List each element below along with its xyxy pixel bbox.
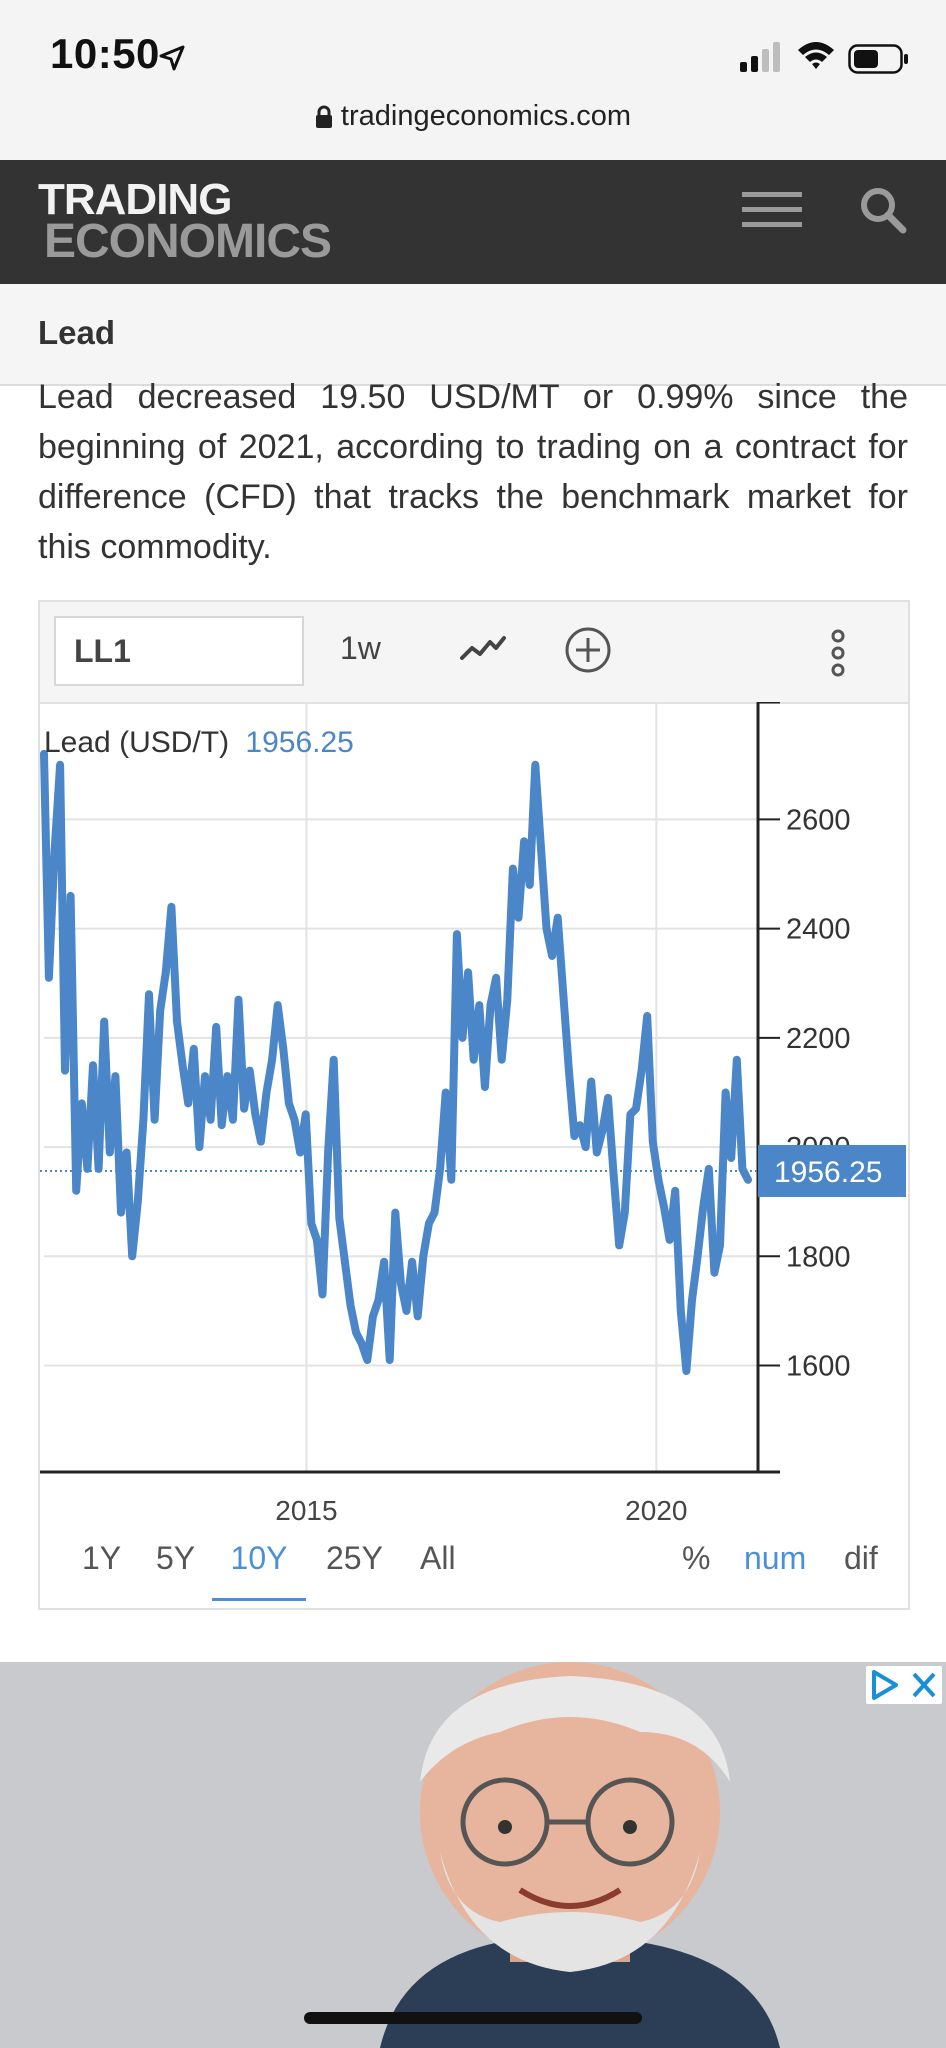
x-tick-label: 2015 [275,1495,337,1526]
chart-legend: Lead (USD/T) 1956.25 [44,726,354,759]
range-5y-button[interactable]: 5Y [156,1540,196,1576]
legend-series-value: 1956.25 [245,726,353,759]
adchoices-icon[interactable] [866,1666,942,1704]
summary-text: Lead decreased 19.50 USD/MT or 0.99% sin… [38,378,908,566]
wifi-icon [798,42,834,69]
num-mode-button[interactable]: num [744,1540,807,1576]
y-tick-label: 1800 [786,1241,851,1273]
search-icon[interactable] [858,185,908,235]
range-10y-button[interactable]: 10Y [212,1540,306,1601]
site-header: TRADING ECONOMICS [0,160,946,284]
y-tick-label: 1600 [786,1351,851,1383]
y-tick-label: 2200 [786,1023,851,1055]
url-bar[interactable]: tradingeconomics.com [0,100,946,133]
chart-toolbar: 1w [40,602,908,704]
legend-series-name: Lead (USD/T) [44,726,229,759]
current-value-label: 1956.25 [774,1156,882,1189]
range-selector: 1Y 5Y 10Y 25Y All % num dif [40,1540,908,1606]
dif-mode-button[interactable]: dif [844,1540,878,1576]
interval-button[interactable]: 1w [340,630,381,666]
cellular-signal-icon [740,42,780,72]
url-text: tradingeconomics.com [340,100,632,132]
y-tick-label: 2400 [786,914,851,946]
current-value-badge: 1956.25 [758,1144,906,1197]
range-all-button[interactable]: All [420,1540,456,1576]
location-arrow-icon [159,45,185,71]
y-axis: 160018002000220024002600 [756,702,851,1474]
range-25y-button[interactable]: 25Y [326,1540,383,1576]
line-chart-icon[interactable] [460,634,506,664]
range-1y-button[interactable]: 1Y [82,1540,122,1576]
chart-grid [44,702,758,1472]
page-title: Lead [38,314,116,351]
status-bar: 10:50 tradingeconomics.com [0,0,946,160]
more-options-icon[interactable] [828,628,848,678]
x-tick-label: 2020 [625,1495,687,1526]
logo-line2[interactable]: ECONOMICS [44,215,332,268]
y-tick-label: 2600 [786,804,851,836]
ad-photo [0,1662,946,2048]
home-indicator [304,2012,642,2024]
logo-line1[interactable]: TRADING [38,175,232,224]
symbol-input[interactable] [54,616,304,686]
lock-icon [315,105,332,129]
add-indicator-icon[interactable] [564,626,612,674]
page-subheader: Lead [0,284,946,386]
hamburger-menu-icon[interactable] [742,190,802,230]
percent-mode-button[interactable]: % [682,1540,711,1576]
battery-icon [848,44,908,74]
series-line-lead [40,749,752,1375]
x-axis: 2015 2020 [40,1470,758,1526]
advertisement[interactable] [0,1662,946,2048]
status-time: 10:50 [50,30,160,77]
